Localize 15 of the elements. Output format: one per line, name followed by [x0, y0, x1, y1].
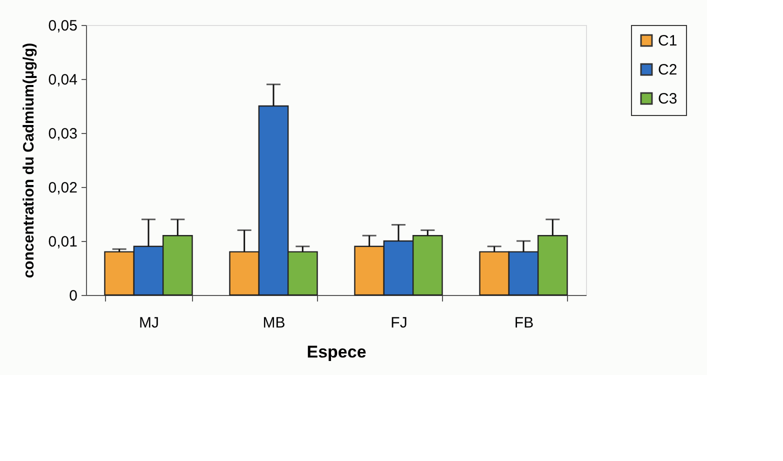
y-tick-label: 0,03 [48, 126, 78, 142]
x-axis-title: Espece [306, 342, 366, 362]
y-tick-label: 0,01 [48, 234, 78, 250]
legend-label: C2 [658, 62, 678, 78]
x-tick-label: FB [514, 314, 534, 332]
y-tick-label: 0,04 [48, 72, 78, 88]
y-tick-label: 0 [69, 288, 78, 304]
x-tick-label: FJ [390, 314, 408, 332]
legend-label: C1 [658, 32, 678, 50]
legend-label: C3 [658, 90, 678, 108]
y-tick-label: 0,02 [48, 180, 78, 196]
x-tick-label: MJ [139, 314, 159, 332]
y-axis-title: concentration du Cadmium(µg/g) [20, 42, 38, 278]
y-tick-label: 0,05 [48, 18, 78, 34]
x-tick-label: MB [262, 314, 286, 332]
